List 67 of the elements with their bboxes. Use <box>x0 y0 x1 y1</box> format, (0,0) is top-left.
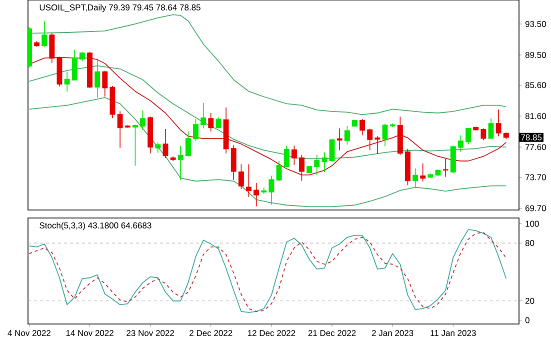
chart-title: Stoch(5,3,3) 43.1800 64.6683 <box>40 222 152 230</box>
candlestick <box>480 128 486 141</box>
x-tick-label: 2 Jan 2023 <box>372 330 414 336</box>
y-tick-label: 89.50 <box>525 52 546 58</box>
candlestick <box>488 118 494 139</box>
candlestick <box>132 124 138 166</box>
candlestick <box>367 128 373 151</box>
candlestick <box>254 182 260 207</box>
candlestick <box>94 60 100 98</box>
candlestick <box>329 138 335 162</box>
y-tick-label: 69.70 <box>525 205 546 212</box>
x-tick-label: 12 Dec 2022 <box>248 330 296 336</box>
x-tick-label: 23 Nov 2022 <box>126 330 174 336</box>
y-tick-label: 85.60 <box>525 82 546 88</box>
candlestick <box>268 175 274 206</box>
candlestick <box>208 112 214 132</box>
candlestick <box>64 71 70 92</box>
candlestick <box>140 110 146 130</box>
candlestick <box>238 164 244 190</box>
candlestick <box>79 52 85 62</box>
candlestick <box>261 187 267 194</box>
candlestick <box>193 118 198 142</box>
candlestick <box>72 49 78 81</box>
candlestick <box>117 110 123 148</box>
y-tick-label: 77.60 <box>525 144 546 150</box>
candlestick <box>291 145 297 166</box>
y-tick-label: 93.50 <box>525 20 546 27</box>
candlestick <box>185 131 191 157</box>
candlestick <box>200 102 206 129</box>
candlestick <box>314 154 320 176</box>
candlestick <box>322 152 328 172</box>
candlestick <box>216 117 222 129</box>
candlestick <box>246 164 252 198</box>
chart-title: USOIL_SPT,Daily 79.39 79.45 78.64 78.85 <box>40 4 200 12</box>
y-tick-label: 20 <box>525 298 534 304</box>
y-tick-label: 0 <box>525 317 530 324</box>
x-tick-label: 2 Dec 2022 <box>190 330 232 336</box>
candlestick <box>458 134 464 152</box>
candlestick <box>360 118 366 136</box>
candlestick <box>178 145 184 180</box>
x-tick-label: 14 Nov 2022 <box>66 330 114 336</box>
candlestick <box>496 109 502 137</box>
candlestick <box>284 145 290 168</box>
x-tick-label: 11 Jan 2023 <box>430 330 476 336</box>
candlestick <box>230 144 236 180</box>
candlestick <box>420 162 426 182</box>
candlestick <box>382 123 388 147</box>
candlestick <box>412 168 418 188</box>
candlestick <box>299 154 304 182</box>
candlestick <box>42 20 48 48</box>
x-tick-label: 21 Dec 2022 <box>308 330 356 336</box>
y-tick-label: 100 <box>526 220 539 227</box>
candlestick <box>155 142 161 154</box>
candlestick <box>466 127 472 145</box>
y-tick-label: 80 <box>525 240 534 246</box>
annotation: 78.85 <box>521 134 542 140</box>
y-tick-label: 73.70 <box>525 174 546 180</box>
candlestick <box>336 128 342 151</box>
candlestick <box>102 70 108 97</box>
candlestick <box>276 160 282 182</box>
candlestick <box>344 126 350 145</box>
y-tick-label: 81.60 <box>525 113 546 120</box>
candlestick <box>374 136 380 154</box>
candlestick <box>49 32 55 64</box>
x-tick-label: 4 Nov 2022 <box>8 330 51 336</box>
line-series <box>28 97 507 208</box>
candlestick <box>162 128 168 158</box>
